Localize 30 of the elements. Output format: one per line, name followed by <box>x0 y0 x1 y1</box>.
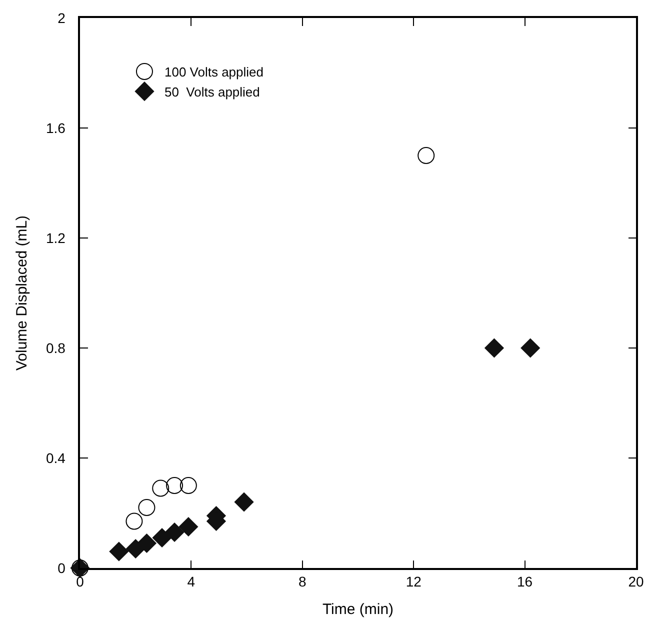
x-tick-label: 16 <box>517 574 533 590</box>
point <box>138 499 156 516</box>
x-axis-title: Time (min) <box>322 601 394 618</box>
y-tick-label: 1.6 <box>46 120 66 136</box>
y-tick-label: 2 <box>58 10 66 26</box>
point <box>484 338 504 358</box>
x-tick-label: 20 <box>628 574 644 590</box>
y-tick-label: 0.4 <box>46 450 66 466</box>
x-tick-label: 8 <box>298 574 306 590</box>
point <box>178 517 198 536</box>
point <box>152 480 170 497</box>
point <box>166 477 184 494</box>
point <box>520 338 540 358</box>
y-axis-title: Volume Displaced (mL) <box>14 215 31 371</box>
point <box>418 147 435 164</box>
x-tick-label: 12 <box>406 574 422 590</box>
y-tick-label: 0.8 <box>46 340 66 356</box>
point <box>109 542 129 562</box>
x-tick-label: 0 <box>76 574 84 590</box>
point <box>180 477 197 494</box>
point <box>164 522 184 542</box>
point <box>234 492 254 512</box>
point <box>152 528 172 548</box>
point <box>126 512 143 530</box>
legend-label: 100 Volts applied <box>164 64 264 80</box>
y-tick-label: 0 <box>58 560 66 576</box>
y-tick-label: 1.2 <box>46 230 66 246</box>
x-tick-label: 4 <box>187 574 196 590</box>
legend-label: 50 Volts applied <box>164 84 260 100</box>
point <box>137 534 156 553</box>
